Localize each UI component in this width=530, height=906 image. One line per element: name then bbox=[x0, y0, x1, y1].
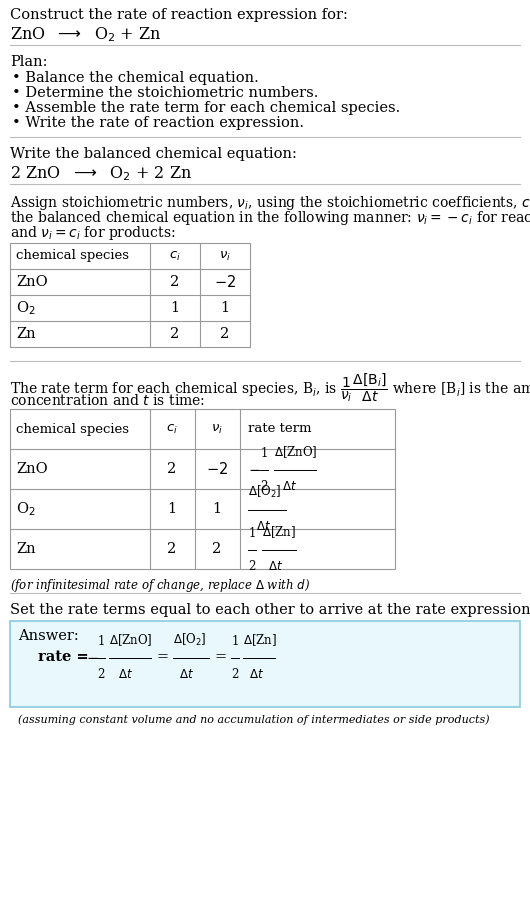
Text: ZnO  $\longrightarrow$  O$_2$ + Zn: ZnO $\longrightarrow$ O$_2$ + Zn bbox=[10, 25, 162, 43]
Text: $\nu_i$: $\nu_i$ bbox=[211, 422, 223, 436]
Text: and $\nu_i = c_i$ for products:: and $\nu_i = c_i$ for products: bbox=[10, 224, 175, 242]
Text: =: = bbox=[215, 650, 227, 664]
Text: ZnO: ZnO bbox=[16, 462, 48, 476]
Text: rate term: rate term bbox=[248, 422, 312, 436]
Text: Plan:: Plan: bbox=[10, 55, 48, 69]
Text: 1: 1 bbox=[213, 502, 222, 516]
Text: $\Delta$[Zn]: $\Delta$[Zn] bbox=[262, 525, 296, 540]
Text: rate =: rate = bbox=[38, 650, 94, 664]
Text: $\Delta t$: $\Delta t$ bbox=[118, 668, 133, 681]
Text: chemical species: chemical species bbox=[16, 422, 129, 436]
Text: chemical species: chemical species bbox=[16, 249, 129, 263]
Bar bbox=[10, 243, 250, 347]
Text: ZnO: ZnO bbox=[16, 275, 48, 289]
Text: $\Delta$[ZnO]: $\Delta$[ZnO] bbox=[274, 444, 317, 460]
Text: $\Delta t$: $\Delta t$ bbox=[268, 560, 283, 573]
Text: 2: 2 bbox=[167, 542, 176, 556]
Text: 1: 1 bbox=[231, 635, 239, 648]
Text: Answer:: Answer: bbox=[18, 629, 79, 643]
Text: 2: 2 bbox=[170, 327, 180, 341]
Text: • Balance the chemical equation.: • Balance the chemical equation. bbox=[12, 71, 259, 85]
Text: $\Delta t$: $\Delta t$ bbox=[179, 668, 194, 681]
Text: Zn: Zn bbox=[16, 542, 36, 556]
Text: Set the rate terms equal to each other to arrive at the rate expression:: Set the rate terms equal to each other t… bbox=[10, 603, 530, 617]
Text: The rate term for each chemical species, B$_i$, is $\dfrac{1}{\nu_i}\dfrac{\Delt: The rate term for each chemical species,… bbox=[10, 371, 530, 404]
Text: 1: 1 bbox=[98, 635, 105, 648]
Text: 1: 1 bbox=[249, 527, 255, 540]
Text: $-2$: $-2$ bbox=[206, 461, 228, 477]
Text: Construct the rate of reaction expression for:: Construct the rate of reaction expressio… bbox=[10, 8, 348, 22]
Text: $\Delta$[O$_2$]: $\Delta$[O$_2$] bbox=[248, 484, 281, 500]
Text: • Determine the stoichiometric numbers.: • Determine the stoichiometric numbers. bbox=[12, 86, 319, 100]
Text: • Assemble the rate term for each chemical species.: • Assemble the rate term for each chemic… bbox=[12, 101, 400, 115]
Text: (assuming constant volume and no accumulation of intermediates or side products): (assuming constant volume and no accumul… bbox=[18, 714, 490, 725]
Text: $\Delta$[ZnO]: $\Delta$[ZnO] bbox=[109, 632, 153, 648]
Text: Write the balanced chemical equation:: Write the balanced chemical equation: bbox=[10, 147, 297, 161]
Text: Assign stoichiometric numbers, $\nu_i$, using the stoichiometric coefficients, $: Assign stoichiometric numbers, $\nu_i$, … bbox=[10, 194, 530, 212]
Text: $-$: $-$ bbox=[248, 462, 261, 476]
Text: 2: 2 bbox=[167, 462, 176, 476]
Text: concentration and $t$ is time:: concentration and $t$ is time: bbox=[10, 393, 205, 408]
Text: $\Delta t$: $\Delta t$ bbox=[256, 520, 271, 533]
Text: $\Delta t$: $\Delta t$ bbox=[249, 668, 264, 681]
Text: O$_2$: O$_2$ bbox=[16, 500, 36, 518]
Text: 2: 2 bbox=[220, 327, 229, 341]
Text: $c_i$: $c_i$ bbox=[166, 422, 178, 436]
Text: 2 ZnO  $\longrightarrow$  O$_2$ + 2 Zn: 2 ZnO $\longrightarrow$ O$_2$ + 2 Zn bbox=[10, 164, 192, 183]
Text: $-$: $-$ bbox=[86, 650, 99, 664]
Text: 1: 1 bbox=[220, 301, 229, 315]
Text: 1: 1 bbox=[167, 502, 176, 516]
Text: • Write the rate of reaction expression.: • Write the rate of reaction expression. bbox=[12, 116, 304, 130]
Text: =: = bbox=[157, 650, 169, 664]
Text: $\Delta$[O$_2$]: $\Delta$[O$_2$] bbox=[173, 631, 207, 648]
Text: 2: 2 bbox=[249, 560, 255, 573]
Text: $\Delta$[Zn]: $\Delta$[Zn] bbox=[243, 632, 277, 648]
Text: 2: 2 bbox=[98, 668, 105, 681]
Text: 1: 1 bbox=[171, 301, 180, 315]
Text: 2: 2 bbox=[170, 275, 180, 289]
Text: 2: 2 bbox=[260, 480, 268, 493]
Text: 2: 2 bbox=[231, 668, 239, 681]
Text: $-2$: $-2$ bbox=[214, 274, 236, 290]
Bar bbox=[10, 409, 395, 569]
Text: 2: 2 bbox=[213, 542, 222, 556]
Text: the balanced chemical equation in the following manner: $\nu_i = -c_i$ for react: the balanced chemical equation in the fo… bbox=[10, 209, 530, 227]
Text: O$_2$: O$_2$ bbox=[16, 299, 36, 317]
Bar bbox=[10, 621, 520, 707]
Text: 1: 1 bbox=[260, 447, 268, 460]
Text: Zn: Zn bbox=[16, 327, 36, 341]
Text: (for infinitesimal rate of change, replace $\Delta$ with $d$): (for infinitesimal rate of change, repla… bbox=[10, 577, 311, 594]
Text: $c_i$: $c_i$ bbox=[169, 249, 181, 263]
Text: $\Delta t$: $\Delta t$ bbox=[282, 480, 297, 493]
Text: $\nu_i$: $\nu_i$ bbox=[219, 249, 231, 263]
